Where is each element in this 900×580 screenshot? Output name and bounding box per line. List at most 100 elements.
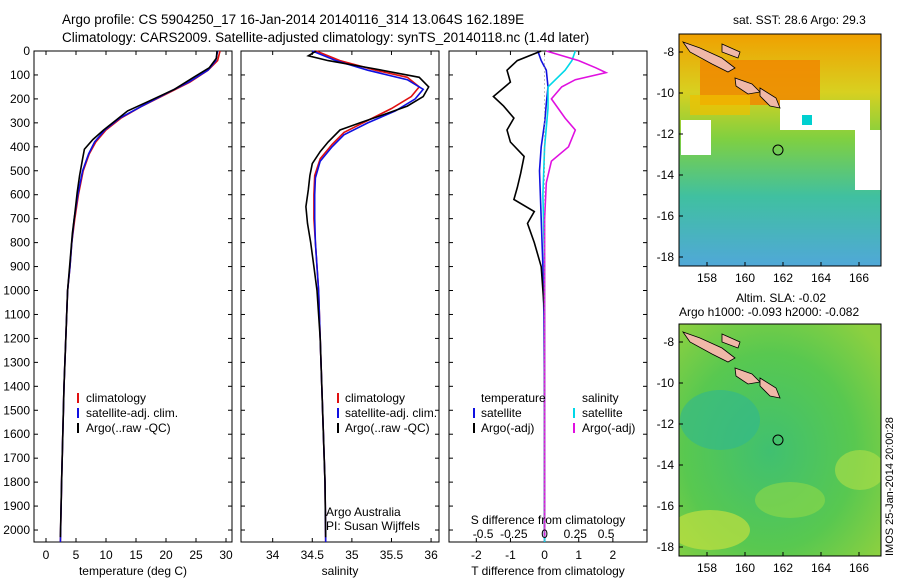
legend-label-satellite: satellite-adj. clim. (345, 406, 437, 420)
s-tick-label: 0.25 (564, 527, 588, 541)
argo-position-circle (772, 144, 784, 156)
x-tick-label: 1 (575, 548, 582, 562)
sst-cloud-gap (780, 100, 870, 130)
s-tick-label: 0 (541, 527, 548, 541)
x-tick-label: 35.5 (380, 548, 404, 562)
legend-label-climatology: climatology (345, 391, 405, 405)
lat-tick-label: -18 (657, 250, 675, 264)
depth-tick-label: 1800 (3, 475, 30, 489)
credit-line1: Argo Australia (326, 505, 401, 519)
legend-label-t-satellite: satellite (481, 406, 522, 420)
sst-map: -8 -10 -12 -14 -16 -18 158 160 162 164 166 (657, 33, 882, 285)
depth-tick-label: 100 (10, 68, 30, 82)
lat-tick-label: -12 (657, 417, 675, 431)
lat-tick-label: -8 (663, 335, 674, 349)
lon-tick-label: 160 (735, 561, 755, 575)
salinity-panel: 34 34.5 35 35.5 36 salinity climatology sate… (240, 50, 440, 578)
lat-tick-label: -18 (657, 540, 675, 554)
x-tick-label: 36 (424, 548, 438, 562)
lon-tick-label: 158 (697, 271, 717, 285)
x-tick-label: 10 (99, 548, 113, 562)
sla-map-frame (678, 323, 882, 557)
depth-tick-label: 1500 (3, 403, 30, 417)
legend-title-salinity: salinity (582, 391, 619, 405)
x-tick-label: 34.5 (301, 548, 325, 562)
temperature-panel: 0 5 10 15 20 25 30 temperature (deg C) climato… (33, 50, 233, 578)
sla-low-patch (680, 390, 760, 450)
sla-map-title2: Argo h1000: -0.093 h2000: -0.082 (679, 305, 859, 319)
depth-tick-label: 900 (10, 260, 30, 274)
series-line (59, 50, 218, 538)
salinity-xlabel: salinity (322, 564, 359, 578)
land-island (759, 377, 781, 399)
header-line1: Argo profile: CS 5904250_17 16-Jan-2014 … (62, 12, 524, 27)
legend-label-argo: Argo(..raw -QC) (345, 421, 430, 435)
x-tick-label: 34 (266, 548, 280, 562)
argo-position-circle (772, 434, 784, 446)
depth-tick-label: 800 (10, 236, 30, 250)
difference-panel-frame (448, 50, 648, 543)
series-line (305, 50, 430, 538)
sla-high-patch (835, 450, 881, 490)
land-island (681, 331, 736, 363)
lon-tick-label: 160 (735, 271, 755, 285)
lon-tick-label: 162 (773, 271, 793, 285)
temperature-panel-frame (33, 50, 233, 543)
depth-tick-label: 1100 (4, 307, 30, 321)
legend-label-s-argo: Argo(-adj) (582, 421, 635, 435)
sla-high-patch (679, 510, 750, 550)
s-tick-label: 0.5 (598, 527, 615, 541)
sst-warm-patch (690, 95, 750, 115)
land-island (681, 41, 736, 73)
x-tick-label: -2 (471, 548, 482, 562)
x-tick-label: 2 (610, 548, 617, 562)
difference-panel: -2 -1 0 1 2 S difference from climatology -0… (448, 50, 648, 578)
legend-label-argo: Argo(..raw -QC) (86, 421, 171, 435)
sst-cloud-gap (681, 120, 711, 155)
t-difference-xlabel: T difference from climatology (471, 564, 625, 578)
sst-map-title: sat. SST: 28.6 Argo: 29.3 (733, 13, 866, 27)
header-line2: Climatology: CARS2009. Satellite-adjuste… (62, 30, 589, 45)
sla-map-title1: Altim. SLA: -0.02 (736, 291, 826, 305)
land-island (721, 43, 741, 59)
legend-label-s-satellite: satellite (582, 406, 623, 420)
depth-tick-label: 1300 (3, 355, 30, 369)
lon-tick-label: 166 (849, 561, 869, 575)
x-tick-label: -1 (505, 548, 516, 562)
sst-argo-marker (802, 115, 812, 125)
lon-tick-label: 164 (811, 271, 831, 285)
sst-cloud-gap (855, 130, 881, 190)
depth-tick-label: 0 (23, 44, 30, 58)
lat-tick-label: -14 (657, 458, 675, 472)
lat-tick-label: -16 (657, 209, 675, 223)
land-island (734, 367, 761, 385)
credit-line2: PI: Susan Wijffels (326, 519, 420, 533)
lon-tick-label: 166 (849, 271, 869, 285)
lon-tick-label: 164 (811, 561, 831, 575)
depth-axis: 0 100 200 300 400 500 600 700 800 900 1000 1100 1200… (3, 44, 30, 537)
legend-label-t-argo: Argo(-adj) (481, 421, 534, 435)
depth-tick-label: 400 (10, 140, 30, 154)
lat-tick-label: -14 (657, 168, 675, 182)
s-tick-label: -0.5 (473, 527, 494, 541)
temperature-xlabel: temperature (deg C) (79, 564, 187, 578)
depth-tick-label: 600 (10, 188, 30, 202)
land-island (759, 87, 781, 109)
lat-tick-label: -8 (663, 45, 674, 59)
sst-map-frame (678, 33, 882, 267)
x-tick-label: 0 (43, 548, 50, 562)
x-tick-label: 30 (219, 548, 233, 562)
series-line (543, 50, 609, 538)
lat-tick-label: -16 (657, 499, 675, 513)
sla-high-patch (755, 482, 825, 518)
depth-tick-label: 1700 (3, 451, 30, 465)
series-line (492, 50, 546, 538)
legend-title-temperature: temperature (481, 391, 546, 405)
salinity-legend: climatology satellite-adj. clim. Argo(..… (337, 391, 437, 435)
imos-watermark: IMOS 25-Jan-2014 20:00:28 (884, 417, 896, 556)
land-island (721, 333, 741, 349)
depth-tick-label: 1900 (3, 499, 30, 513)
lat-tick-label: -10 (657, 86, 675, 100)
depth-tick-label: 300 (10, 116, 30, 130)
